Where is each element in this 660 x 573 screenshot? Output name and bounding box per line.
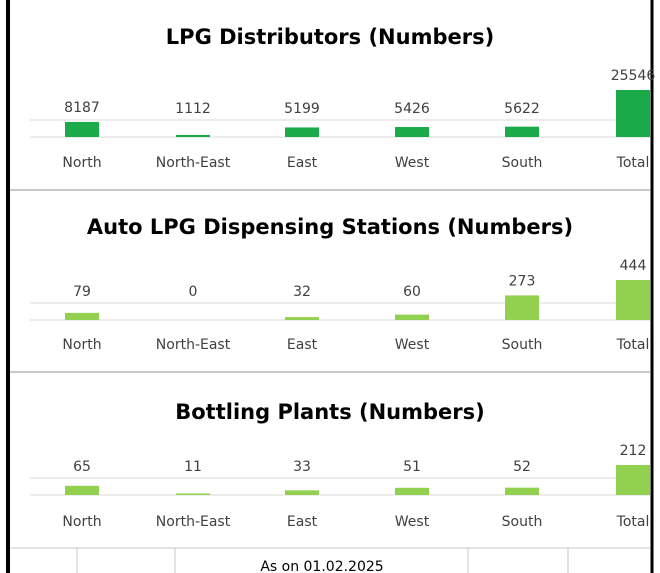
- footnote: As on 01.02.2025: [260, 559, 383, 573]
- category-label: West: [395, 155, 430, 171]
- category-label: North-East: [156, 514, 231, 530]
- category-label: North-East: [156, 155, 231, 171]
- bar: [176, 134, 210, 137]
- bar: [176, 493, 210, 495]
- category-label: East: [287, 514, 318, 530]
- value-label: 52: [513, 459, 531, 475]
- category-label: South: [502, 514, 543, 530]
- category-label: South: [502, 155, 543, 171]
- category-label: West: [395, 337, 430, 353]
- bar: [395, 314, 429, 320]
- value-label: 60: [403, 284, 421, 300]
- category-label: North: [62, 337, 101, 353]
- bar: [285, 490, 319, 495]
- bar: [395, 127, 429, 137]
- value-label: 1112: [175, 101, 211, 117]
- value-label: 5622: [504, 101, 540, 117]
- value-label: 33: [293, 459, 311, 475]
- bar: [505, 487, 539, 495]
- value-label: 79: [73, 284, 91, 300]
- category-label: Total: [616, 155, 650, 171]
- value-label: 5426: [394, 101, 430, 117]
- value-label: 273: [509, 273, 536, 289]
- bar: [505, 295, 539, 320]
- bar: [285, 127, 319, 137]
- chart-title: Bottling Plants (Numbers): [175, 400, 485, 424]
- value-label: 25546: [611, 68, 656, 84]
- category-label: South: [502, 337, 543, 353]
- value-label: 8187: [64, 100, 100, 116]
- bar: [65, 485, 99, 495]
- category-label: North: [62, 155, 101, 171]
- value-label: 32: [293, 284, 311, 300]
- bar: [616, 465, 650, 495]
- chart-title: LPG Distributors (Numbers): [166, 25, 494, 49]
- value-label: 212: [620, 443, 647, 459]
- category-label: East: [287, 155, 318, 171]
- value-label: 51: [403, 459, 421, 475]
- value-label: 0: [189, 284, 198, 300]
- chart-title: Auto LPG Dispensing Stations (Numbers): [87, 215, 573, 239]
- bar: [285, 317, 319, 320]
- category-label: East: [287, 337, 318, 353]
- category-label: Total: [616, 337, 650, 353]
- bar: [616, 280, 650, 320]
- category-label: North-East: [156, 337, 231, 353]
- category-label: West: [395, 514, 430, 530]
- value-label: 11: [184, 459, 202, 475]
- bar: [65, 121, 99, 137]
- value-label: 5199: [284, 101, 320, 117]
- value-label: 65: [73, 459, 91, 475]
- value-label: 444: [620, 258, 647, 274]
- bar: [395, 487, 429, 495]
- category-label: North: [62, 514, 101, 530]
- bar: [65, 312, 99, 320]
- bar: [505, 126, 539, 137]
- bar: [616, 90, 650, 137]
- category-label: Total: [616, 514, 650, 530]
